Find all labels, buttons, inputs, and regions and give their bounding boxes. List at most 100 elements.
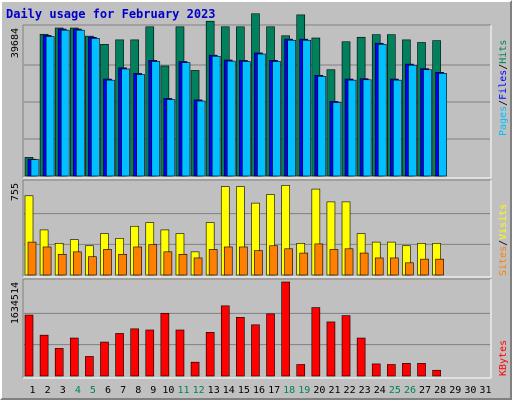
x-tick-label: 5 <box>90 385 96 396</box>
bar-kbytes-day-3 <box>54 348 64 377</box>
x-tick-label: 24 <box>374 385 386 396</box>
bar-pages-day-12 <box>196 100 206 177</box>
bar-sites-day-7 <box>118 253 127 276</box>
bar-kbytes-day-1 <box>24 314 34 377</box>
x-tick-label: 20 <box>313 385 325 396</box>
bar-kbytes-day-5 <box>85 356 94 377</box>
legend-kbytes: KBytes <box>498 340 509 376</box>
x-tick-label: 7 <box>120 385 126 396</box>
bar-sites-day-8 <box>133 246 142 276</box>
bar-pages-day-7 <box>121 68 130 177</box>
legend-hits-files-pages: Pages/Files/Hits <box>498 40 509 136</box>
x-tick-label: 4 <box>75 385 81 396</box>
bar-sites-day-9 <box>148 244 158 276</box>
bar-kbytes-day-17 <box>266 313 275 377</box>
bar-sites-day-23 <box>359 252 369 276</box>
bar-pages-day-25 <box>393 79 402 177</box>
bar-pages-day-9 <box>151 61 161 177</box>
x-tick-label: 23 <box>359 385 371 396</box>
bar-pages-day-10 <box>166 99 176 177</box>
bar-kbytes-day-6 <box>100 341 109 377</box>
x-tick-label: 2 <box>45 385 51 396</box>
bar-kbytes-day-8 <box>130 328 139 377</box>
bar-kbytes-day-19 <box>296 364 306 377</box>
x-tick-label: 26 <box>404 385 416 396</box>
bar-sites-day-3 <box>57 253 67 276</box>
bar-sites-day-15 <box>239 246 248 276</box>
legend-kbytes-item: KBytes <box>498 340 509 376</box>
chart-title: Daily usage for February 2023 <box>6 7 216 21</box>
x-tick-label: 14 <box>223 385 235 396</box>
bar-sites-day-19 <box>299 252 309 276</box>
bar-pages-day-13 <box>211 55 221 177</box>
bar-pages-day-18 <box>287 39 296 177</box>
x-tick-label: 16 <box>253 385 265 396</box>
legend-hits-files-pages-item: / <box>498 64 509 70</box>
bar-pages-day-4 <box>75 29 85 177</box>
bar-pages-day-19 <box>302 39 312 177</box>
bar-kbytes-day-23 <box>356 337 366 377</box>
x-tick-label: 10 <box>162 385 174 396</box>
x-tick-label: 22 <box>344 385 356 396</box>
x-tick-label: 3 <box>60 385 66 396</box>
bar-pages-day-20 <box>317 76 327 177</box>
bar-sites-day-4 <box>72 251 82 276</box>
legend-sites-visits-item: Sites <box>498 246 509 276</box>
bar-sites-day-18 <box>284 248 293 276</box>
bar-pages-day-21 <box>332 102 342 177</box>
y-max-label-kbytes: 1634514 <box>10 282 21 324</box>
bar-sites-day-13 <box>208 249 218 276</box>
bar-sites-day-11 <box>178 253 188 276</box>
x-tick-label: 25 <box>389 385 401 396</box>
bar-sites-day-20 <box>314 243 324 276</box>
legend-hits-files-pages-item: Files <box>498 70 509 100</box>
bar-pages-day-27 <box>423 69 432 177</box>
bar-kbytes-day-24 <box>371 363 381 377</box>
y-max-label-visits-sites: 755 <box>10 183 21 201</box>
bar-kbytes-day-7 <box>115 333 124 377</box>
legend-sites-visits-item: Visits <box>498 204 509 240</box>
bar-sites-day-24 <box>374 257 384 276</box>
bar-sites-day-16 <box>254 250 263 276</box>
bar-pages-day-6 <box>106 79 115 177</box>
legend-sites-visits: Sites/Visits <box>498 204 509 276</box>
bar-pages-day-8 <box>136 74 145 177</box>
bar-kbytes-day-18 <box>281 281 290 377</box>
bar-sites-day-27 <box>420 258 429 276</box>
x-tick-label: 12 <box>193 385 205 396</box>
x-tick-label: 13 <box>208 385 220 396</box>
legend-hits-files-pages-item: Hits <box>498 40 509 64</box>
x-tick-label: 19 <box>298 385 310 396</box>
x-tick-label: 27 <box>419 385 431 396</box>
x-tick-label: 17 <box>268 385 280 396</box>
bar-sites-day-26 <box>405 262 414 276</box>
bar-kbytes-day-14 <box>220 305 230 377</box>
bar-pages-day-17 <box>272 61 281 177</box>
bar-kbytes-day-28 <box>432 369 441 377</box>
bar-kbytes-day-26 <box>402 363 411 377</box>
x-tick-label: 11 <box>177 385 189 396</box>
bar-kbytes-day-22 <box>341 315 351 377</box>
bar-sites-day-10 <box>163 251 173 276</box>
x-tick-label: 21 <box>328 385 340 396</box>
x-tick-label: 9 <box>150 385 156 396</box>
legend-hits-files-pages-item: Pages <box>498 106 509 136</box>
bar-kbytes-day-10 <box>160 313 170 377</box>
bar-pages-day-1 <box>30 159 40 177</box>
bar-kbytes-day-25 <box>387 364 396 377</box>
bar-kbytes-day-21 <box>326 321 336 377</box>
x-tick-label: 1 <box>30 385 36 396</box>
bar-kbytes-day-11 <box>175 329 185 377</box>
bar-pages-day-24 <box>377 44 387 177</box>
bar-pages-day-14 <box>226 60 236 177</box>
x-tick-label: 28 <box>434 385 446 396</box>
bar-kbytes-day-9 <box>145 329 155 377</box>
bar-sites-day-6 <box>103 249 112 276</box>
bar-sites-day-2 <box>42 246 52 276</box>
bar-kbytes-day-13 <box>205 331 215 377</box>
bar-sites-day-22 <box>344 248 354 276</box>
bar-pages-day-23 <box>362 79 372 177</box>
bar-sites-day-1 <box>27 241 37 276</box>
